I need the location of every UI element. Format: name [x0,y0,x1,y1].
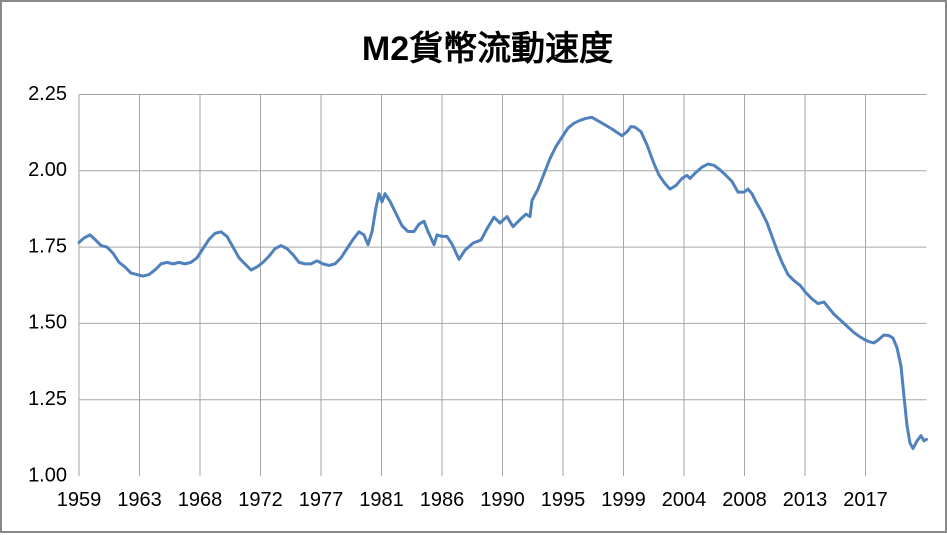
svg-text:2008: 2008 [722,489,767,511]
svg-text:2.00: 2.00 [28,159,67,181]
svg-text:1999: 1999 [601,489,646,511]
svg-text:1.50: 1.50 [28,312,67,334]
svg-text:1968: 1968 [178,489,223,511]
svg-text:1.25: 1.25 [28,388,67,410]
svg-text:1.75: 1.75 [28,235,67,257]
svg-text:1995: 1995 [541,489,586,511]
svg-text:1986: 1986 [420,489,465,511]
svg-text:2004: 2004 [662,489,707,511]
svg-text:1963: 1963 [117,489,162,511]
svg-text:1977: 1977 [299,489,344,511]
svg-text:1972: 1972 [238,489,283,511]
svg-text:1981: 1981 [359,489,404,511]
svg-text:1959: 1959 [57,489,102,511]
svg-text:1.00: 1.00 [28,464,67,486]
svg-text:1990: 1990 [480,489,525,511]
svg-text:2013: 2013 [783,489,828,511]
svg-text:2.25: 2.25 [28,83,67,105]
svg-text:2017: 2017 [843,489,888,511]
